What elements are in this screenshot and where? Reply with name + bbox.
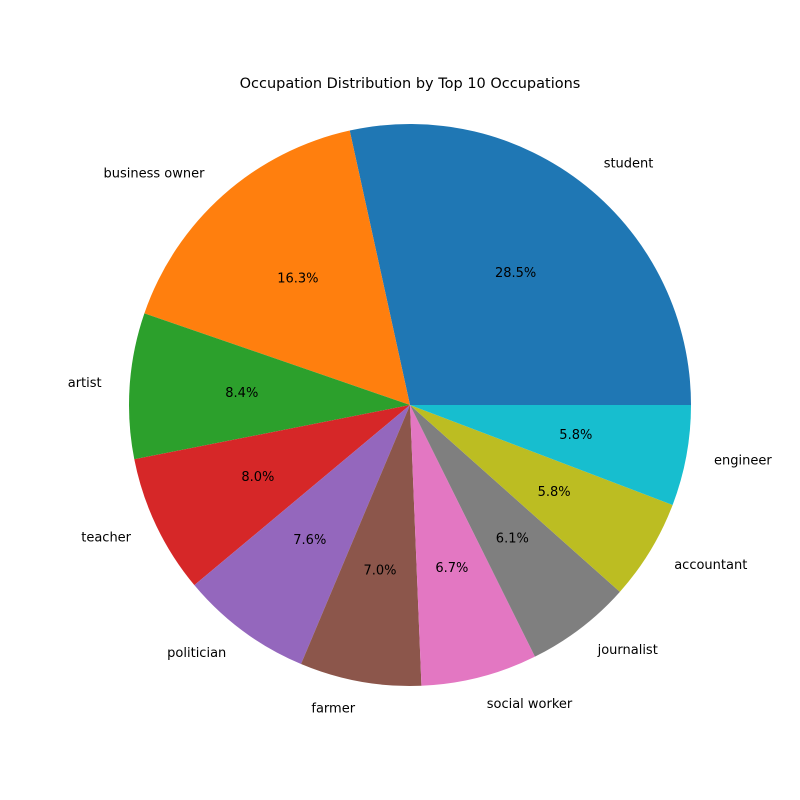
pie-slice-teacher	[134, 405, 411, 586]
pie-slice-accountant	[410, 405, 673, 592]
slice-label-artist: artist	[68, 376, 102, 391]
pie-slice-journalist	[410, 405, 620, 657]
pie-slice-social-worker	[410, 405, 535, 686]
slice-label-teacher: teacher	[81, 531, 131, 546]
pct-label-politician: 7.6%	[293, 533, 326, 548]
pie-labels: student 28.5% business owner 16.3% artist 8.4…	[68, 157, 773, 717]
pie-slice-student	[349, 124, 691, 406]
pct-label-social-worker: 6.7%	[435, 561, 468, 576]
slice-label-social-worker: social worker	[487, 697, 573, 712]
slice-label-business-owner: business owner	[104, 167, 206, 182]
slice-label-accountant: accountant	[674, 558, 747, 573]
pct-label-artist: 8.4%	[225, 386, 258, 401]
pct-label-business-owner: 16.3%	[277, 272, 318, 287]
pct-label-engineer: 5.8%	[559, 428, 592, 443]
pie-slice-politician	[194, 405, 410, 665]
pct-label-student: 28.5%	[495, 266, 536, 281]
slice-label-politician: politician	[167, 646, 226, 661]
pie-slice-engineer	[410, 405, 691, 505]
chart-title: Occupation Distribution by Top 10 Occupa…	[240, 76, 581, 92]
pct-label-accountant: 5.8%	[538, 485, 571, 500]
slice-label-student: student	[604, 157, 654, 172]
pie-slice-farmer	[301, 405, 422, 686]
slice-label-engineer: engineer	[714, 453, 772, 468]
pct-label-farmer: 7.0%	[364, 563, 397, 578]
slice-label-journalist: journalist	[597, 643, 658, 658]
slice-label-farmer: farmer	[311, 702, 355, 717]
pie-slice-business-owner	[144, 130, 410, 405]
pie-slices	[129, 124, 691, 686]
pct-label-teacher: 8.0%	[241, 470, 274, 485]
pct-label-journalist: 6.1%	[496, 532, 529, 547]
pie-slice-artist	[129, 313, 410, 460]
